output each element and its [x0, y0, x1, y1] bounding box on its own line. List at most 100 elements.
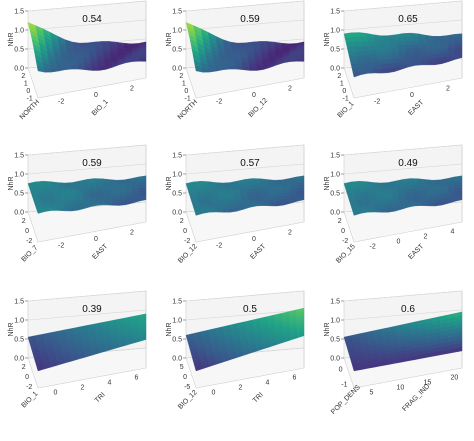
surface-facet: [344, 36, 354, 43]
surface-facet: [296, 187, 305, 191]
panel-value-label: 0.49: [398, 158, 418, 169]
y-tick-label: 4: [266, 380, 270, 387]
surface-facet: [101, 181, 111, 185]
x-tick-label: -1: [185, 95, 191, 102]
z-gridline: [343, 144, 463, 165]
y-tick-label: 0: [252, 92, 256, 99]
surface-facet: [269, 199, 278, 204]
surface-facet: [434, 201, 443, 207]
surface-facet: [111, 202, 120, 206]
panel-value-label: 0.65: [398, 14, 418, 25]
surface-facet: [240, 53, 249, 58]
surface-facet: [359, 36, 369, 42]
z-gridline: [27, 144, 147, 165]
z-axis-label: NhR: [166, 176, 173, 190]
z-tick-label: 1.0: [330, 172, 340, 179]
x-tick-label: -1: [341, 382, 347, 389]
surface-facet: [201, 184, 211, 189]
surface-facet: [382, 41, 391, 46]
surface-facet: [138, 190, 147, 194]
surface-facet: [398, 54, 407, 59]
y-axis-label: TRI: [252, 391, 265, 404]
panel-value-label: 0.57: [240, 158, 260, 169]
surface-facet: [352, 36, 361, 43]
surface-facet: [296, 184, 305, 189]
surface-facet: [58, 184, 67, 189]
surface-facet: [214, 205, 223, 210]
surface-facet: [240, 197, 249, 201]
surface-facet: [405, 194, 414, 199]
surface-facet: [351, 32, 360, 38]
surface-facet: [296, 332, 305, 339]
x-axis-label: BIO_12: [177, 243, 199, 265]
surface-facet: [403, 40, 412, 46]
surface-facet: [296, 55, 305, 59]
surface-facet: [391, 54, 400, 60]
surface-facet: [296, 181, 305, 186]
z-tick-label: 0.5: [14, 337, 24, 344]
x-axis-label: BIO_1: [20, 390, 39, 409]
surface-facet: [233, 56, 242, 61]
x-tick-label: 0: [342, 88, 346, 95]
z-tick-label: 1.0: [14, 172, 24, 179]
surface-facet: [103, 58, 112, 63]
surface: [185, 307, 305, 372]
z-tick-label: 1.5: [330, 153, 340, 160]
x-tick-label: 2: [22, 364, 26, 371]
x-tick-label: -1: [27, 95, 33, 102]
surface-facet: [246, 191, 255, 196]
y-tick-label: -2: [58, 99, 64, 106]
y-tick-label: 20: [451, 375, 459, 382]
y-tick-label: 2: [424, 234, 428, 241]
surface-facet: [131, 192, 140, 196]
z-tick-label: 1.5: [330, 9, 340, 16]
surface-facet: [245, 184, 254, 190]
y-tick-label: 6: [293, 375, 297, 382]
surface-facet: [386, 207, 395, 213]
surface-facet: [228, 207, 237, 213]
surface-facet: [235, 65, 244, 71]
surface-facet: [249, 66, 258, 71]
z-tick-label: 1.5: [14, 153, 24, 160]
surface-facet: [374, 185, 383, 189]
surface-facet: [49, 64, 58, 69]
x-tick-label: 2: [22, 218, 26, 225]
z-axis-label: NhR: [8, 32, 15, 46]
z-tick-label: 0.0: [330, 66, 340, 73]
surface-facet: [118, 201, 127, 206]
x-tick-label: 0: [26, 88, 30, 95]
z-tick-label: 1.0: [330, 28, 340, 35]
surface-facet: [391, 197, 400, 201]
surface-facet: [268, 53, 277, 57]
surface-facet: [403, 36, 412, 42]
panel-value-label: 0.6: [401, 304, 415, 315]
surface-facet: [346, 192, 356, 197]
surface-facet: [239, 188, 248, 193]
y-tick-label: -2: [374, 99, 380, 106]
surface-facet: [397, 188, 406, 193]
y-axis-label: EAST: [407, 98, 425, 116]
x-tick-label: -2: [184, 238, 190, 245]
surface-facet: [195, 188, 204, 194]
y-tick-label: 4: [108, 380, 112, 387]
surface-facet: [281, 42, 290, 47]
y-tick-label: 0: [54, 390, 58, 397]
surface-facet: [366, 184, 376, 189]
x-tick-label: 1: [24, 80, 28, 87]
surface-facet: [88, 191, 97, 195]
surface-facet: [389, 44, 399, 49]
surface-facet: [187, 188, 197, 194]
surface: [343, 311, 463, 372]
surface: [185, 175, 305, 216]
surface-facet: [54, 57, 64, 62]
surface-facet: [282, 189, 291, 193]
z-axis-label: NhR: [166, 322, 173, 336]
z-tick-label: 0.0: [14, 356, 24, 363]
surface-facet: [234, 59, 243, 64]
y-tick-label: 10: [397, 385, 405, 392]
y-tick-label: 0: [94, 236, 98, 243]
